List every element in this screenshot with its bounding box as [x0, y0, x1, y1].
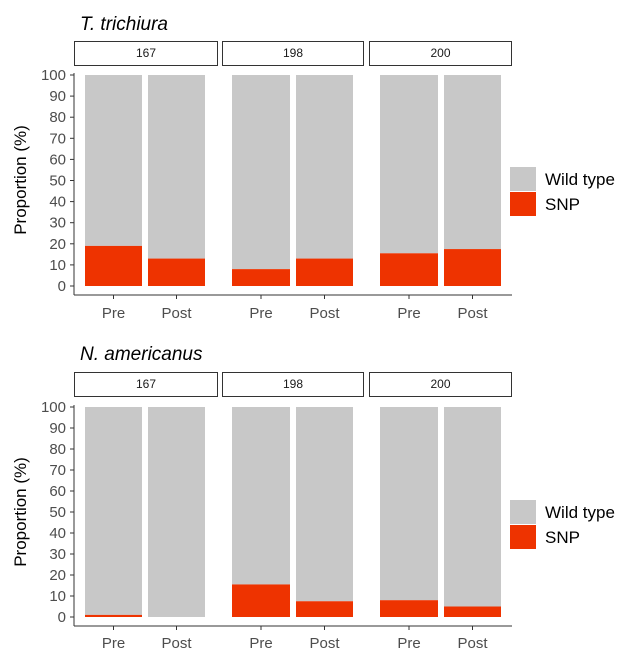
bar-segment-snp — [148, 258, 205, 286]
y-tick-label: 70 — [49, 462, 66, 479]
bar-segment-snp — [380, 253, 438, 286]
legend-swatch-wild-type — [510, 500, 536, 524]
chart-block-2: N. americanus Proportion (%) 0 10 20 30 40 50 60… — [11, 344, 615, 649]
facet-strip — [369, 41, 512, 66]
y-axis-label: Proportion (%) — [11, 457, 30, 567]
x-tick-label: Post — [309, 635, 340, 649]
bar-segment-wild-type — [85, 75, 142, 246]
y-tick-label: 50 — [49, 173, 66, 190]
facet-strip-label: 200 — [430, 377, 450, 391]
x-tick-label: Post — [309, 305, 340, 322]
legend-label: SNP — [545, 195, 580, 214]
legend-swatch-snp — [510, 525, 536, 549]
y-tick-label: 20 — [49, 236, 66, 253]
facet-strip — [74, 41, 218, 66]
bar-segment-wild-type — [148, 407, 205, 617]
y-tick-label: 10 — [49, 588, 66, 605]
x-tick-label: Pre — [102, 635, 125, 649]
y-tick-label: 60 — [49, 483, 66, 500]
y-tick-label: 40 — [49, 525, 66, 542]
y-tick-label: 40 — [49, 194, 66, 211]
bar-segment-wild-type — [444, 407, 501, 607]
bar-segment-wild-type — [380, 407, 438, 601]
y-axis-label: Proportion (%) — [11, 125, 30, 235]
y-tick-label: 10 — [49, 257, 66, 274]
bar-segment-wild-type — [296, 75, 353, 259]
legend-swatch-wild-type — [510, 167, 536, 191]
bar-segment-snp — [85, 245, 142, 286]
y-tick-label: 50 — [49, 504, 66, 521]
facet-strip-label: 198 — [283, 46, 303, 60]
facet-strip — [222, 372, 364, 397]
y-tick-label: 80 — [49, 441, 66, 458]
legend-label: SNP — [545, 528, 580, 547]
x-tick-label: Pre — [397, 635, 420, 649]
bar-segment-snp — [232, 269, 290, 286]
chart-block-1: T. trichiura Proportion (%) 0 10 20 30 40 50 60 7… — [11, 14, 615, 322]
x-tick-label: Pre — [249, 305, 272, 322]
y-tick-label: 20 — [49, 567, 66, 584]
bar-segment-snp — [85, 614, 142, 617]
x-tick-label: Pre — [102, 305, 125, 322]
facet-strip — [222, 41, 364, 66]
bar-segment-snp — [232, 584, 290, 617]
x-tick-label: Pre — [249, 635, 272, 649]
y-tick-label: 0 — [58, 609, 66, 626]
legend-swatch-snp — [510, 192, 536, 216]
bar-segment-wild-type — [232, 75, 290, 270]
y-tick-label: 60 — [49, 151, 66, 168]
y-tick-label: 100 — [41, 67, 66, 84]
bar-segment-snp — [296, 258, 353, 286]
bar-segment-wild-type — [148, 75, 205, 259]
bar-segment-snp — [380, 600, 438, 617]
bar-segment-snp — [444, 249, 501, 286]
y-tick-label: 90 — [49, 88, 66, 105]
y-tick-label: 0 — [58, 278, 66, 295]
bar-segment-wild-type — [380, 75, 438, 254]
bar-segment-snp — [444, 606, 501, 617]
y-tick-label: 90 — [49, 420, 66, 437]
bar-segment-wild-type — [232, 407, 290, 585]
facet-strip-label: 200 — [430, 46, 450, 60]
chart-title: N. americanus — [80, 344, 203, 365]
facet-strip-label: 167 — [136, 377, 156, 391]
facet-strip-label: 167 — [136, 46, 156, 60]
bar-segment-wild-type — [296, 407, 353, 602]
legend-label: Wild type — [545, 503, 615, 522]
x-tick-label: Pre — [397, 305, 420, 322]
y-tick-label: 30 — [49, 546, 66, 563]
x-tick-label: Post — [457, 635, 488, 649]
bar-segment-snp — [296, 601, 353, 617]
x-tick-label: Post — [161, 305, 192, 322]
chart-title: T. trichiura — [80, 14, 168, 35]
y-tick-label: 100 — [41, 399, 66, 416]
legend-label: Wild type — [545, 170, 615, 189]
facet-strip — [369, 372, 512, 397]
x-tick-label: Post — [457, 305, 488, 322]
y-tick-label: 30 — [49, 215, 66, 232]
y-tick-label: 70 — [49, 130, 66, 147]
facet-strip — [74, 372, 218, 397]
bar-segment-wild-type — [444, 75, 501, 250]
bar-segment-wild-type — [85, 407, 142, 615]
y-tick-label: 80 — [49, 109, 66, 126]
x-tick-label: Post — [161, 635, 192, 649]
facet-strip-label: 198 — [283, 377, 303, 391]
